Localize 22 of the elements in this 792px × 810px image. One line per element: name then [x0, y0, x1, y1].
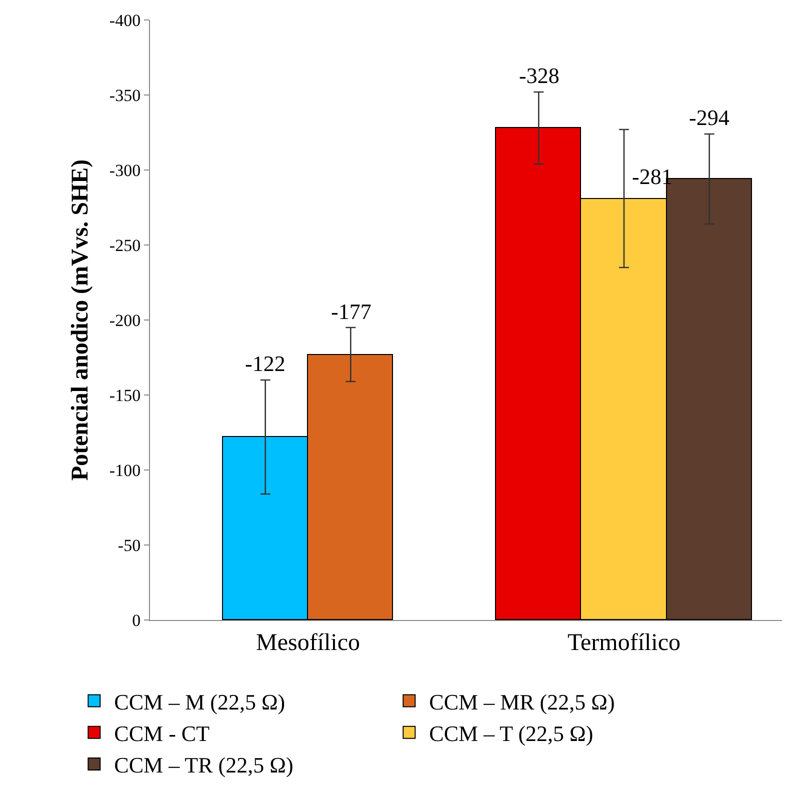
data-label: -122 [245, 351, 286, 376]
y-tick-label: -100 [109, 460, 141, 480]
legend-label: CCM – MR (22,5 Ω) [429, 689, 615, 714]
data-label: -177 [331, 299, 372, 324]
y-tick-label: -50 [118, 536, 141, 555]
y-tick-label: -400 [109, 10, 141, 30]
legend-label: CCM – TR (22,5 Ω) [114, 752, 294, 778]
legend-label: CCM – T (22,5 Ω) [429, 720, 594, 746]
x-tick-label: Mesofílico [256, 630, 360, 656]
y-tick-label: -350 [109, 86, 141, 105]
data-label: -328 [519, 63, 560, 88]
data-label: -294 [689, 105, 730, 130]
y-axis-title: Potencial anodico (mVvs. SHE) [68, 159, 94, 481]
legend-label: CCM - CT [114, 720, 210, 746]
x-tick-label: Termofílico [568, 630, 680, 656]
data-label: -281 [632, 164, 672, 189]
legend-label: CCM – M (22,5 Ω) [114, 689, 286, 714]
y-tick-label: -250 [109, 236, 141, 255]
y-tick-label: -200 [109, 310, 141, 330]
y-tick-label: -300 [109, 160, 141, 180]
y-tick-label: -150 [109, 386, 141, 405]
y-tick-label: 0 [132, 610, 141, 630]
